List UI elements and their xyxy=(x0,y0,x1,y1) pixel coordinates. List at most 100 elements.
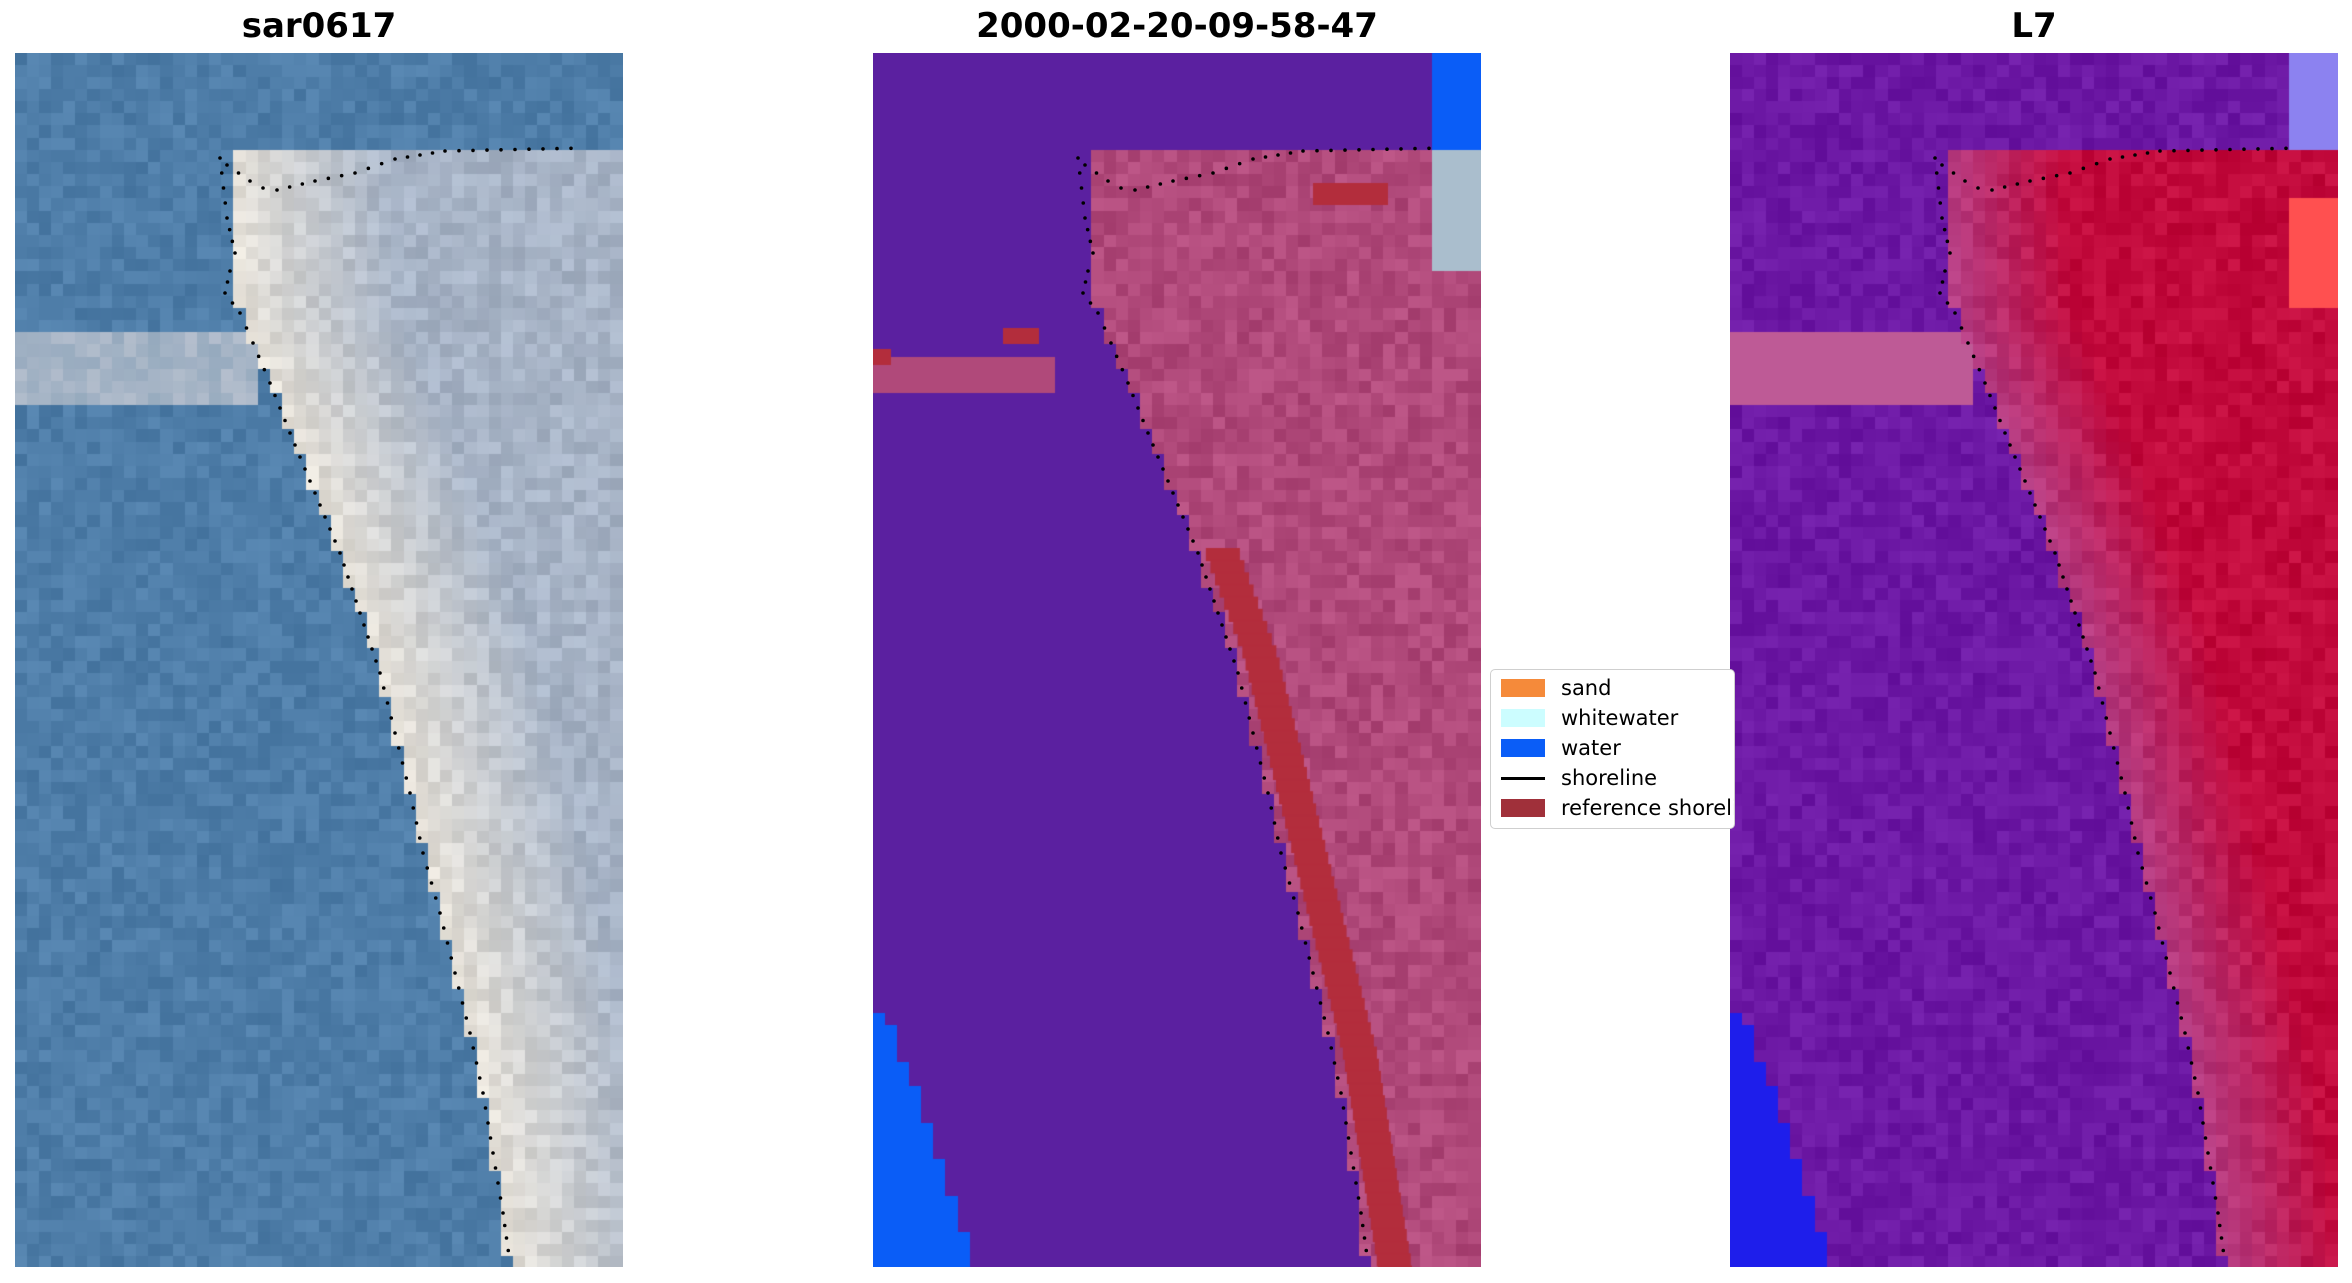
shoreline-point xyxy=(236,171,241,175)
shoreline-point xyxy=(313,491,317,495)
shoreline-point xyxy=(1951,171,1956,175)
shoreline-point xyxy=(1196,551,1200,555)
shoreline-point xyxy=(2219,1236,2224,1240)
shoreline-point xyxy=(333,539,337,543)
shoreline-point xyxy=(225,280,230,284)
shoreline-point xyxy=(2198,1106,2203,1110)
shoreline-point xyxy=(421,851,425,855)
shoreline-point xyxy=(1364,1248,1369,1253)
shoreline-point xyxy=(350,587,354,591)
shoreline-point xyxy=(366,166,371,171)
shoreline-point xyxy=(379,161,384,166)
shoreline-point xyxy=(2100,701,2105,705)
shoreline-point xyxy=(1208,587,1212,591)
shoreline-point xyxy=(2013,455,2017,459)
shoreline-point xyxy=(221,186,226,190)
shoreline-point xyxy=(2120,155,2125,159)
shoreline-point xyxy=(1184,176,1189,181)
shoreline-point xyxy=(2192,1076,2197,1080)
shoreline-point xyxy=(228,269,232,273)
shoreline-point xyxy=(1948,251,1952,255)
shoreline-point xyxy=(2168,971,2172,975)
shoreline-point xyxy=(273,393,277,398)
shoreline-point xyxy=(283,418,287,423)
shoreline-point xyxy=(1279,851,1283,855)
shoreline-point xyxy=(339,173,344,178)
shoreline-point xyxy=(481,1091,485,1095)
shoreline-point xyxy=(496,1181,500,1185)
shoreline-point xyxy=(418,153,422,157)
shoreline-point xyxy=(2054,173,2059,178)
shoreline-point xyxy=(2038,515,2042,519)
shoreline-point xyxy=(1322,1016,1327,1020)
legend-item-water: water xyxy=(1501,734,1621,762)
shoreline-overlay-1 xyxy=(218,146,573,1253)
shoreline-point xyxy=(2028,491,2032,495)
shoreline-point xyxy=(417,836,422,840)
sand-swatch-icon xyxy=(1501,679,1545,697)
shoreline-point xyxy=(1106,179,1110,183)
shoreline-point xyxy=(1119,186,1123,190)
shoreline-point xyxy=(1934,171,1939,175)
shoreline-point xyxy=(2148,896,2153,900)
shoreline-point xyxy=(2164,956,2169,960)
shoreline-point xyxy=(1094,171,1099,175)
shoreline-point xyxy=(569,146,573,151)
panel-title-1: sar0617 xyxy=(241,6,397,46)
shoreline-point xyxy=(1085,227,1090,232)
shoreline-point xyxy=(1283,866,1288,870)
shoreline-point xyxy=(262,367,267,372)
shoreline-point xyxy=(1940,216,1944,220)
shoreline-point xyxy=(1299,926,1304,930)
shoreline-point xyxy=(223,291,227,295)
shoreline-point xyxy=(1303,941,1308,945)
shoreline-point xyxy=(2008,443,2012,447)
shoreline-point xyxy=(513,147,517,152)
legend-item-sand: sand xyxy=(1501,674,1611,702)
shoreline-point xyxy=(449,956,454,960)
shoreline-point xyxy=(1291,896,1296,900)
shoreline-point xyxy=(338,551,342,555)
shoreline-point xyxy=(1329,148,1333,153)
shoreline-point xyxy=(1943,269,1947,273)
shoreline-point xyxy=(2108,731,2112,735)
shoreline-point xyxy=(1136,406,1140,410)
shoreline-point xyxy=(275,188,279,192)
shoreline-point xyxy=(2094,161,2099,166)
shoreline-point xyxy=(491,1151,495,1155)
shoreline-point xyxy=(471,1046,476,1050)
shoreline-point xyxy=(1976,186,1980,190)
shoreline-point xyxy=(2069,599,2073,603)
shoreline-point xyxy=(2081,635,2085,639)
shoreline-point xyxy=(354,599,358,603)
shoreline-point xyxy=(2043,527,2047,531)
shoreline-point xyxy=(1079,186,1084,190)
legend-label-reference-shoreline: reference shoreline xyxy=(1561,796,1734,820)
shoreline-point xyxy=(1942,227,1947,232)
shoreline-point xyxy=(1998,418,2002,423)
shoreline-point xyxy=(2081,166,2086,171)
shoreline-point xyxy=(225,163,229,167)
shoreline-point xyxy=(2115,761,2120,765)
shoreline-point xyxy=(1287,881,1292,885)
shoreline-point xyxy=(323,515,327,519)
shoreline-point xyxy=(1096,311,1100,315)
shoreline-point xyxy=(1933,156,1937,160)
shoreline-point xyxy=(541,147,545,151)
shoreline-point xyxy=(1940,280,1945,284)
legend-label-sand: sand xyxy=(1561,676,1612,700)
shoreline-point xyxy=(1131,393,1135,398)
shoreline-point xyxy=(2171,986,2176,990)
shoreline-overlay-2 xyxy=(1076,146,1431,1253)
shoreline-point xyxy=(2132,836,2137,840)
shoreline-point xyxy=(396,746,401,750)
shoreline-point xyxy=(2211,1181,2215,1185)
shoreline-point xyxy=(2145,151,2150,155)
classified-image-canvas xyxy=(873,53,1481,1267)
shoreline-point xyxy=(493,1166,498,1170)
shoreline-point xyxy=(288,431,292,435)
shoreline-point xyxy=(2093,671,2097,675)
shoreline-point xyxy=(313,179,317,183)
shoreline-point xyxy=(504,1236,509,1240)
shoreline-point xyxy=(1959,326,1964,330)
